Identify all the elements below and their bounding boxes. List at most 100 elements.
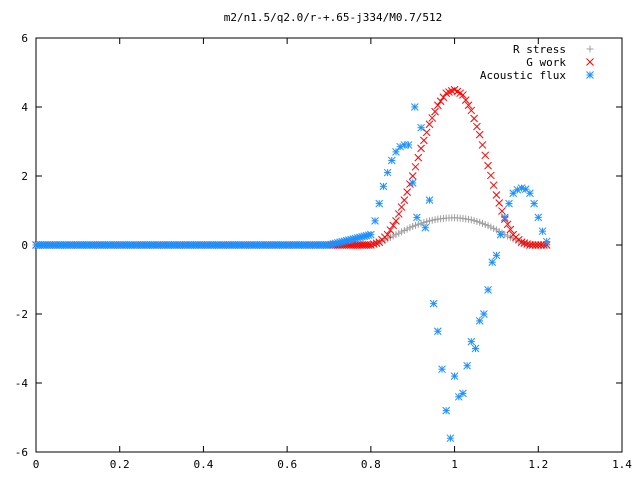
data-point bbox=[478, 141, 487, 149]
legend-marker bbox=[586, 45, 594, 53]
data-point bbox=[425, 120, 434, 129]
data-point bbox=[459, 91, 467, 99]
data-point bbox=[463, 361, 471, 370]
data-point bbox=[433, 327, 442, 336]
data-point bbox=[389, 221, 398, 230]
x-tick-label: 0.2 bbox=[110, 458, 130, 471]
y-tick-label: 6 bbox=[21, 32, 28, 45]
data-point bbox=[475, 317, 484, 325]
y-tick-label: 4 bbox=[21, 101, 28, 114]
data-point bbox=[442, 89, 451, 98]
legend-label: Acoustic flux bbox=[480, 69, 566, 82]
data-point bbox=[506, 225, 515, 234]
data-point bbox=[537, 241, 545, 249]
data-point bbox=[404, 141, 413, 149]
data-point bbox=[414, 153, 423, 162]
data-point bbox=[421, 223, 430, 232]
data-point bbox=[438, 365, 446, 374]
y-tick-label: -2 bbox=[15, 308, 28, 321]
data-point bbox=[488, 258, 497, 267]
x-tick-label: 0.6 bbox=[277, 458, 297, 471]
data-point bbox=[454, 392, 463, 401]
data-point bbox=[408, 179, 417, 187]
data-point bbox=[429, 299, 438, 308]
data-point bbox=[517, 238, 526, 247]
data-point bbox=[498, 207, 506, 215]
data-point bbox=[367, 230, 375, 239]
x-tick-label: 0.8 bbox=[361, 458, 381, 471]
data-point bbox=[413, 213, 421, 222]
data-point bbox=[445, 88, 453, 96]
x-tick-label: 0 bbox=[33, 458, 40, 471]
data-point bbox=[422, 128, 431, 137]
x-tick-label: 1.4 bbox=[612, 458, 632, 471]
data-point bbox=[467, 106, 476, 115]
data-point bbox=[383, 168, 392, 177]
data-point bbox=[394, 210, 403, 218]
data-point bbox=[411, 162, 420, 171]
data-point bbox=[464, 101, 473, 110]
data-point bbox=[496, 230, 505, 239]
data-point bbox=[397, 203, 406, 211]
series-acoustic-flux bbox=[32, 103, 551, 443]
data-point bbox=[410, 103, 419, 111]
data-point bbox=[526, 189, 534, 198]
chart-title: m2/n1.5/q2.0/r-+.65-j334/M0.7/512 bbox=[224, 11, 443, 24]
data-point bbox=[425, 196, 434, 205]
data-point bbox=[459, 389, 467, 398]
data-point bbox=[446, 434, 455, 443]
data-point bbox=[367, 241, 375, 249]
data-point bbox=[542, 237, 551, 246]
x-tick-label: 1 bbox=[451, 458, 458, 471]
data-point bbox=[531, 241, 540, 249]
data-point bbox=[392, 216, 400, 225]
data-point bbox=[538, 227, 547, 236]
legend-marker bbox=[586, 71, 594, 79]
data-point bbox=[503, 220, 512, 229]
data-point bbox=[371, 216, 379, 225]
data-point bbox=[417, 123, 425, 132]
data-point bbox=[375, 199, 384, 208]
data-point bbox=[489, 181, 498, 190]
data-point bbox=[486, 171, 495, 180]
data-point bbox=[417, 144, 425, 153]
data-point bbox=[471, 344, 480, 353]
data-point bbox=[509, 189, 518, 198]
data-point bbox=[372, 239, 381, 248]
data-point bbox=[420, 136, 428, 145]
data-point bbox=[495, 199, 504, 207]
data-point bbox=[505, 199, 513, 208]
legend-label: G work bbox=[526, 56, 566, 69]
data-point bbox=[520, 239, 529, 248]
data-point bbox=[492, 191, 501, 199]
data-point bbox=[534, 241, 543, 249]
data-point bbox=[379, 182, 388, 191]
x-tick-label: 1.2 bbox=[528, 458, 548, 471]
data-point bbox=[392, 147, 400, 156]
y-tick-label: -4 bbox=[15, 377, 29, 390]
data-point bbox=[386, 226, 395, 234]
data-point bbox=[400, 196, 409, 205]
x-tick-label: 0.4 bbox=[193, 458, 213, 471]
axes: 0 0.2 0.4 0.6 0.8 1 1.2 1.4 -6 -4 -2 0 2 4 6 bbox=[15, 32, 633, 471]
series-g-work bbox=[32, 85, 551, 249]
data-point bbox=[500, 213, 509, 222]
data-point bbox=[403, 188, 411, 196]
data-point bbox=[492, 251, 501, 260]
data-point bbox=[467, 337, 476, 346]
data-point bbox=[387, 156, 396, 165]
data-point bbox=[408, 172, 417, 180]
data-point bbox=[450, 372, 459, 380]
data-point bbox=[530, 199, 538, 208]
data-point bbox=[369, 240, 378, 248]
data-point bbox=[428, 114, 437, 122]
data-point bbox=[436, 97, 445, 106]
data-point bbox=[480, 310, 488, 318]
data-point bbox=[383, 230, 392, 239]
data-point bbox=[473, 122, 481, 131]
data-point bbox=[475, 130, 484, 139]
data-point bbox=[534, 213, 543, 222]
y-tick-label: 2 bbox=[21, 170, 28, 183]
data-point bbox=[526, 241, 534, 249]
